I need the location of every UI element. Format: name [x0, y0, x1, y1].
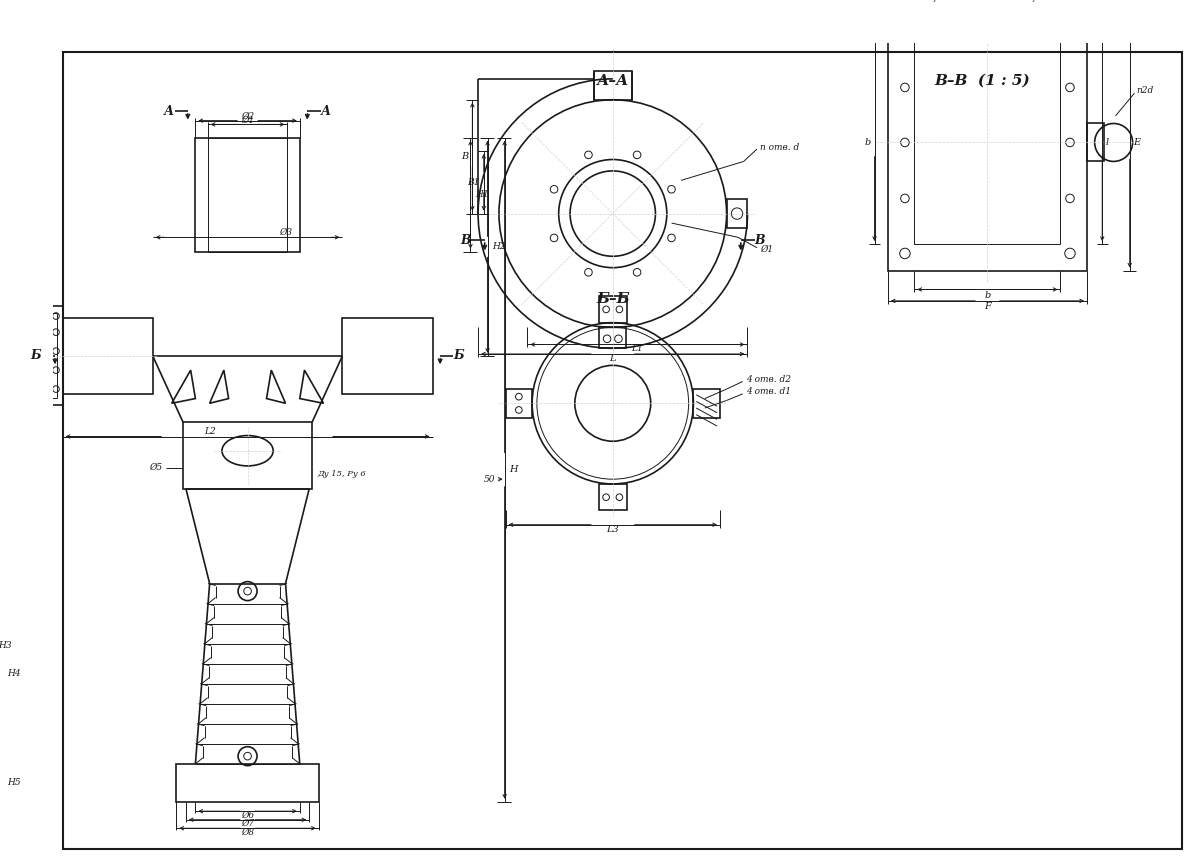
Text: L1: L1 — [631, 344, 643, 353]
Bar — [505, 389, 532, 418]
Text: Ø2: Ø2 — [241, 112, 254, 120]
Text: Б–Б: Б–Б — [596, 292, 630, 306]
Text: Ø1: Ø1 — [241, 116, 254, 126]
Bar — [184, 422, 312, 488]
Bar — [726, 200, 748, 228]
Text: В: В — [461, 234, 472, 247]
Text: L: L — [610, 354, 616, 363]
Text: b: b — [864, 138, 871, 147]
Bar — [594, 71, 631, 100]
Bar — [208, 138, 288, 251]
Text: B: B — [462, 152, 468, 161]
Bar — [694, 389, 720, 418]
Bar — [34, 305, 62, 405]
Text: 4 отв. d1: 4 отв. d1 — [745, 387, 791, 396]
Bar — [599, 296, 626, 322]
Bar — [62, 318, 152, 394]
Text: n2d: n2d — [1136, 86, 1153, 95]
Bar — [600, 328, 626, 348]
Text: n отв. d: n отв. d — [760, 143, 799, 151]
Text: E: E — [1134, 138, 1141, 147]
Bar — [1087, 124, 1104, 162]
Text: А: А — [322, 105, 331, 118]
Text: Б: Б — [31, 349, 41, 362]
Text: А: А — [163, 105, 174, 118]
Text: f1: f1 — [1032, 0, 1042, 2]
Text: 4 отв. d2: 4 отв. d2 — [745, 375, 791, 384]
Text: 50: 50 — [484, 475, 496, 483]
Text: В: В — [755, 234, 766, 247]
Text: L2: L2 — [204, 427, 216, 436]
Bar — [342, 318, 432, 394]
Text: H5: H5 — [7, 778, 20, 787]
Text: Ø3: Ø3 — [278, 228, 292, 237]
Text: Ø6: Ø6 — [241, 810, 254, 820]
Bar — [914, 41, 1061, 244]
Bar — [888, 15, 1087, 271]
Text: Ду 15, Ру 6: Ду 15, Ру 6 — [317, 470, 366, 478]
Text: Ø7: Ø7 — [241, 819, 254, 828]
Text: Ø5: Ø5 — [149, 464, 162, 472]
Text: f1: f1 — [934, 0, 943, 2]
Text: H2: H2 — [492, 243, 506, 251]
Text: H3: H3 — [0, 641, 11, 649]
Text: Б: Б — [454, 349, 464, 362]
Text: L3: L3 — [606, 525, 619, 534]
Text: А–А: А–А — [596, 74, 629, 88]
Text: H1: H1 — [475, 190, 488, 200]
Text: H4: H4 — [7, 669, 20, 679]
Bar — [176, 764, 319, 802]
Text: Ø1: Ø1 — [760, 245, 773, 255]
Text: F: F — [984, 302, 991, 311]
Text: Ø8: Ø8 — [241, 827, 254, 837]
Text: B1: B1 — [468, 178, 480, 187]
Bar — [196, 138, 300, 251]
Bar — [599, 484, 626, 511]
Text: b: b — [984, 291, 990, 299]
Text: l: l — [1106, 138, 1109, 147]
Bar — [40, 313, 56, 397]
Text: В–В  (1 : 5): В–В (1 : 5) — [935, 74, 1031, 88]
Text: H: H — [509, 465, 518, 474]
